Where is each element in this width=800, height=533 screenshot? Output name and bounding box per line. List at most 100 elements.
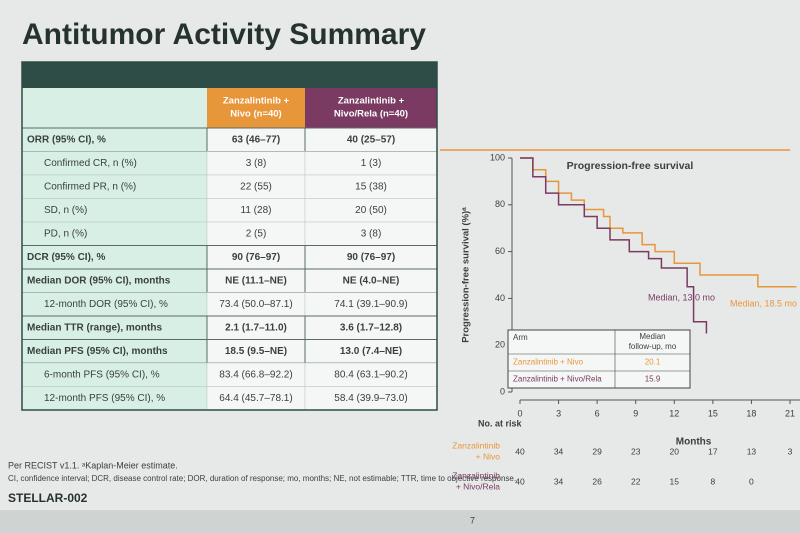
- inset-header: Median: [639, 332, 665, 341]
- footer-band: [0, 510, 800, 533]
- x-tick-label: 6: [595, 408, 600, 418]
- header-text: Nivo/Rela (n=40): [334, 109, 408, 120]
- table-value: 22 (55): [240, 181, 272, 192]
- at-risk-count: 29: [592, 446, 602, 456]
- row-label: ORR (95% CI), %: [27, 134, 106, 145]
- page-number: 7: [470, 515, 475, 525]
- row-label: Median PFS (95% CI), months: [27, 346, 168, 357]
- x-tick-label: 9: [633, 408, 638, 418]
- x-tick-label: 18: [746, 408, 756, 418]
- x-tick-label: 12: [669, 408, 679, 418]
- row-label: Median TTR (range), months: [27, 322, 162, 333]
- survival-curve: [520, 157, 797, 288]
- header-text: Zanzalintinib +: [223, 96, 290, 107]
- table-top-bar: [22, 62, 437, 88]
- y-tick-label: 60: [495, 246, 505, 256]
- header-text: Zanzalintinib +: [338, 96, 405, 107]
- inset-header: Arm: [513, 333, 528, 342]
- inset-cell: Zanzalintinib + Nivo: [513, 358, 584, 367]
- table-value: 64.4 (45.7–78.1): [219, 393, 292, 404]
- at-risk-arm: + Nivo/Rela: [456, 481, 500, 491]
- inset-cell: 15.9: [645, 375, 661, 384]
- header-cell: [207, 88, 305, 128]
- at-risk-count: 8: [710, 476, 715, 486]
- table-value: 40 (25–57): [347, 134, 395, 145]
- table-value: NE (11.1–NE): [225, 275, 287, 286]
- at-risk-count: 40: [515, 446, 525, 456]
- table-value: 90 (76–97): [232, 252, 280, 263]
- table-value: 15 (38): [355, 181, 387, 192]
- table-value: 3 (8): [246, 158, 267, 169]
- inset-cell: Zanzalintinib + Nivo/Rela: [513, 375, 602, 384]
- table-value: 18.5 (9.5–NE): [225, 346, 287, 357]
- table-value: 73.4 (50.0–87.1): [219, 299, 292, 310]
- table-value: 58.4 (39.9–73.0): [334, 393, 407, 404]
- at-risk-count: 26: [592, 476, 602, 486]
- table-value: NE (4.0–NE): [343, 275, 400, 286]
- x-tick-label: 15: [708, 408, 718, 418]
- table-value: 83.4 (66.8–92.2): [219, 369, 292, 380]
- y-tick-label: 20: [495, 340, 505, 350]
- table-value: 3 (8): [361, 228, 382, 239]
- header-text: Nivo (n=40): [230, 109, 281, 120]
- row-label: PD, n (%): [44, 228, 87, 239]
- inset-cell: 20.1: [645, 358, 661, 367]
- table-value: 74.1 (39.1–90.9): [334, 299, 407, 310]
- chart-title: Progression-free survival: [567, 160, 694, 172]
- table-value: 63 (46–77): [232, 134, 280, 145]
- at-risk-count: 15: [670, 476, 680, 486]
- row-label: 6-month PFS (95% CI), %: [44, 369, 160, 380]
- table-value: 80.4 (63.1–90.2): [334, 369, 407, 380]
- header-blank: [22, 88, 207, 128]
- row-label: 12-month PFS (95% CI), %: [44, 393, 165, 404]
- footnote: Per RECIST v1.1. ᵃKaplan-Meier estimate.: [8, 460, 178, 470]
- at-risk-arm: Zanzalintinib: [452, 440, 500, 450]
- at-risk-count: 40: [515, 476, 525, 486]
- row-label: Confirmed CR, n (%): [44, 158, 137, 169]
- at-risk-count: 23: [631, 446, 641, 456]
- y-tick-label: 40: [495, 293, 505, 303]
- at-risk-count: 13: [747, 446, 757, 456]
- y-axis-label: Progression-free survival (%)ᵃ: [461, 207, 472, 343]
- x-tick-label: 21: [785, 408, 795, 418]
- table-value: 90 (76–97): [347, 252, 395, 263]
- header-cell: [305, 88, 437, 128]
- table-frame: [21, 61, 438, 411]
- y-tick-label: 0: [500, 386, 505, 396]
- survival-curve: [520, 157, 708, 334]
- at-risk-label: No. at risk: [478, 418, 523, 428]
- footnote: CI, confidence interval; DCR, disease co…: [8, 474, 516, 483]
- row-label: Median DOR (95% CI), months: [27, 275, 171, 286]
- table-value: 11 (28): [241, 205, 272, 216]
- study-name: STELLAR-002: [8, 491, 88, 505]
- at-risk-count: 0: [749, 476, 754, 486]
- at-risk-count: 22: [631, 476, 641, 486]
- row-label: DCR (95% CI), %: [27, 252, 105, 263]
- at-risk-count: 34: [554, 476, 564, 486]
- table-value: 2.1 (1.7–11.0): [225, 322, 287, 333]
- x-axis-label: Months: [676, 437, 712, 448]
- row-label: SD, n (%): [44, 205, 87, 216]
- at-risk-count: 3: [788, 446, 793, 456]
- y-tick-label: 100: [490, 152, 505, 162]
- at-risk-arm: + Nivo: [476, 451, 501, 461]
- table-value: 3.6 (1.7–12.8): [340, 322, 402, 333]
- x-tick-label: 0: [517, 408, 522, 418]
- at-risk-count: 34: [554, 446, 564, 456]
- row-label: Confirmed PR, n (%): [44, 181, 136, 192]
- table-value: 20 (50): [355, 205, 387, 216]
- slide-title: Antitumor Activity Summary: [22, 18, 426, 51]
- y-tick-label: 80: [495, 199, 505, 209]
- table-value: 1 (3): [361, 158, 382, 169]
- table-value: 13.0 (7.4–NE): [340, 346, 402, 357]
- median-label: Median, 13.0 mo: [648, 292, 715, 302]
- table-value: 2 (5): [246, 228, 267, 239]
- at-risk-arm: Zanzalintinib: [452, 470, 500, 480]
- inset-frame: [507, 329, 691, 389]
- at-risk-count: 17: [708, 446, 718, 456]
- at-risk-count: 20: [670, 446, 680, 456]
- inset-header: follow-up, mo: [629, 342, 677, 351]
- row-label: 12-month DOR (95% CI), %: [44, 299, 168, 310]
